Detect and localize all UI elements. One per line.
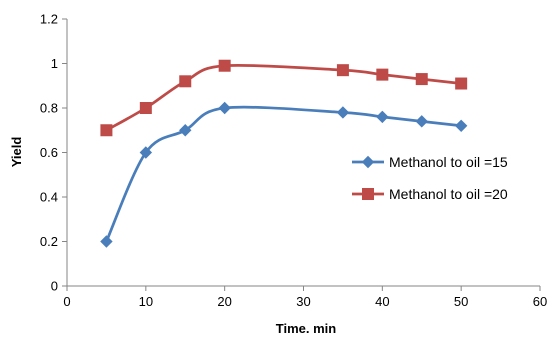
legend-swatch-marker — [361, 155, 375, 169]
x-tick-label: 10 — [139, 294, 153, 309]
x-tick-label: 40 — [375, 294, 389, 309]
data-point — [139, 146, 153, 159]
x-tick-label: 20 — [217, 294, 231, 309]
series-2 — [100, 59, 468, 137]
x-tick-label: 0 — [63, 294, 70, 309]
y-tick-label: 0.8 — [40, 101, 58, 116]
x-axis-ticks: 0 10 20 30 40 50 60 — [63, 286, 547, 309]
x-tick-label: 50 — [454, 294, 468, 309]
data-point — [100, 124, 113, 137]
data-point — [454, 119, 468, 133]
legend-swatch-marker — [362, 188, 374, 200]
legend-item: Methanol to oil =20 — [352, 186, 508, 202]
y-tick-label: 0 — [51, 279, 58, 294]
data-point — [336, 64, 349, 77]
legend-label: Methanol to oil =15 — [389, 154, 508, 170]
y-tick-label: 0.2 — [40, 234, 58, 249]
legend-item: Methanol to oil =15 — [352, 154, 508, 170]
series-line — [105, 105, 462, 243]
data-point — [336, 106, 350, 119]
y-axis-title: Yield — [9, 137, 24, 168]
y-tick-label: 0.4 — [40, 190, 58, 205]
data-point — [218, 59, 231, 72]
y-axis-ticks: 0 0.2 0.4 0.6 0.8 1 1.2 — [40, 12, 67, 294]
data-point — [415, 115, 428, 128]
data-point — [139, 102, 152, 114]
data-point — [179, 124, 192, 137]
y-tick-label: 1.2 — [40, 12, 58, 27]
data-point — [415, 73, 428, 86]
data-point — [376, 110, 389, 124]
legend: Methanol to oil =15 Methanol to oil =20 — [352, 154, 508, 202]
x-tick-label: 60 — [533, 294, 547, 309]
data-point — [100, 235, 113, 248]
data-point — [455, 77, 468, 90]
series-layer — [100, 59, 468, 248]
y-tick-label: 0.6 — [40, 145, 58, 160]
legend-label: Methanol to oil =20 — [389, 186, 508, 202]
series-1 — [100, 101, 468, 248]
data-point — [218, 101, 231, 115]
data-point — [376, 68, 389, 81]
x-tick-label: 30 — [296, 294, 310, 309]
x-axis-title: Time. min — [276, 321, 337, 336]
y-tick-label: 1 — [51, 56, 58, 71]
data-point — [179, 75, 192, 88]
